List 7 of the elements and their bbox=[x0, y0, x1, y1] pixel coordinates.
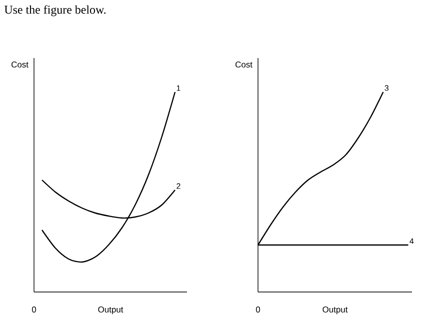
y-axis-title: Cost bbox=[12, 62, 28, 68]
x-axis-title: Output bbox=[98, 306, 124, 314]
chart-title: Use the figure below. bbox=[4, 5, 106, 16]
y-axis-title: Cost bbox=[236, 62, 252, 68]
text: 0 bbox=[32, 306, 36, 313]
x-axis-title: Output bbox=[322, 306, 348, 314]
text: 0 bbox=[256, 306, 260, 313]
